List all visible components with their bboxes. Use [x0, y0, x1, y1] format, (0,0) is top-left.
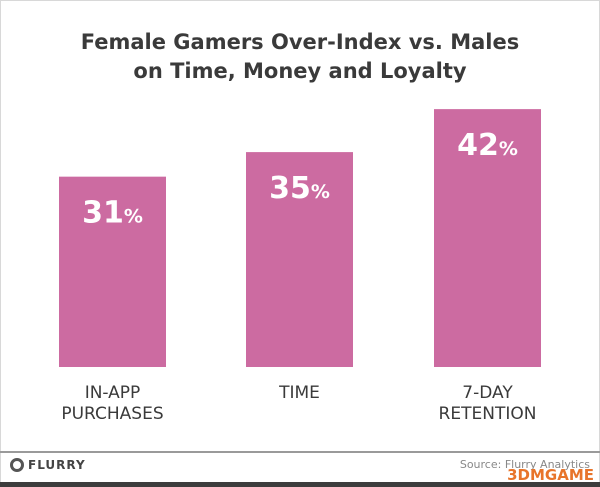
watermark: 3DMGAME	[507, 466, 594, 484]
category-label: RETENTION	[439, 404, 537, 424]
title-line-2: on Time, Money and Loyalty	[133, 59, 467, 83]
category-label: IN-APP	[85, 383, 141, 403]
title-line-1: Female Gamers Over-Index vs. Males	[80, 30, 520, 54]
category-label: 7-DAY	[462, 383, 513, 403]
logo-text: FLURRY	[28, 458, 86, 472]
source-text: Source: Flurry Analytics	[459, 458, 590, 471]
bottom-bar	[0, 482, 600, 487]
bar-chart: 31%IN-APPPURCHASES35%TIME42%7-DAYRETENTI…	[59, 109, 541, 424]
flurry-logo: FLURRY	[10, 458, 86, 472]
footer-divider	[0, 451, 600, 453]
bar-0	[59, 176, 166, 367]
category-label: PURCHASES	[61, 404, 163, 424]
flurry-logo-icon	[10, 458, 24, 472]
chart-title: Female Gamers Over-Index vs. Males on Ti…	[0, 28, 600, 86]
bar-2	[434, 109, 541, 368]
bar-1	[246, 152, 353, 367]
data-label: 42%	[457, 128, 518, 163]
category-label: TIME	[278, 383, 320, 403]
